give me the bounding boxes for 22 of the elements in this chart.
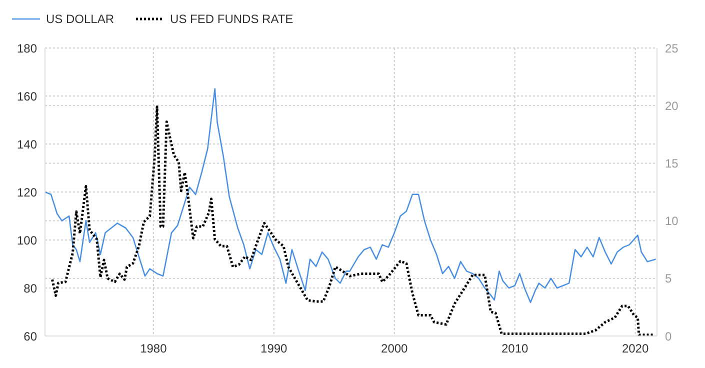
x-tick-label: 2010: [501, 342, 529, 356]
line-series: [45, 88, 656, 304]
x-tick-label: 2000: [381, 342, 408, 356]
y-tick-label: 180: [16, 41, 38, 56]
y2-tick-label: 5: [665, 272, 672, 286]
y-tick-label: 80: [24, 281, 38, 296]
y2-tick-label: 15: [665, 156, 679, 170]
y-tick-label: 100: [16, 233, 38, 248]
y-tick-label: 120: [16, 185, 38, 200]
y2-tick-label: 25: [665, 41, 679, 56]
x-tick-label: 1990: [260, 342, 288, 356]
y2-tick-label: 20: [665, 98, 679, 113]
y-tick-label: 160: [16, 89, 38, 104]
line-series: [50, 106, 656, 336]
legend-label: US DOLLAR: [45, 12, 114, 26]
x-tick-label: 1980: [140, 342, 168, 356]
legend-label: US FED FUNDS RATE: [169, 12, 294, 26]
y2-tick-label: 10: [665, 214, 679, 228]
x-tick-label: 2020: [622, 342, 649, 356]
y2-tick-label: 0: [665, 329, 672, 344]
y-tick-label: 60: [24, 329, 38, 344]
y-tick-label: 140: [16, 137, 38, 152]
